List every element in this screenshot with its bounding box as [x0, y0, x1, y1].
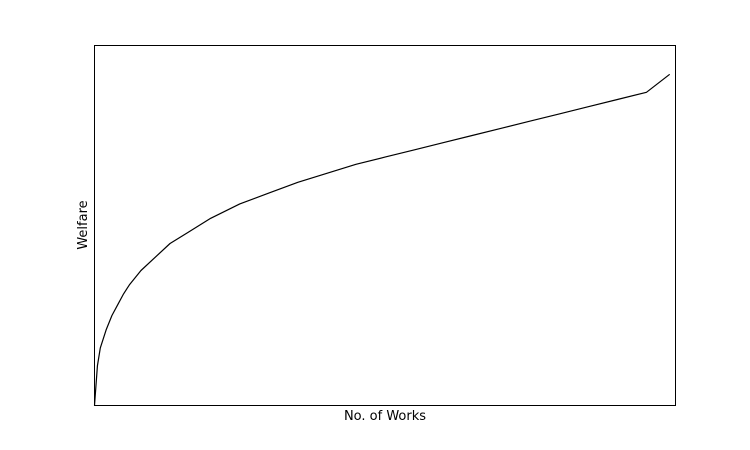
series-layer: [93, 73, 671, 406]
plot-area-frame: [94, 45, 676, 406]
y-axis-label: Welfare: [76, 200, 91, 249]
series-line-0: [93, 73, 671, 406]
x-axis-label: No. of Works: [344, 409, 426, 424]
